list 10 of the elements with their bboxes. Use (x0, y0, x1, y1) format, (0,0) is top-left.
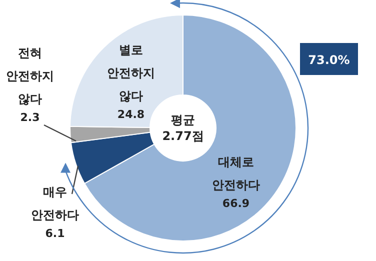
slice-label: 대체로 안전하다 (212, 155, 260, 192)
slice-label: 전혀 안전하지 않다 (6, 46, 54, 106)
slice-label: 별로 안전하지 않다 (107, 43, 155, 103)
text: 73.0% (308, 53, 350, 67)
data-label: 2.3 (20, 111, 40, 124)
data-label: 66.9 (222, 197, 250, 210)
data-label: 24.8 (117, 108, 145, 121)
text: 평균 2.77점 (162, 113, 204, 143)
data-label: 6.1 (45, 227, 65, 240)
slice-label: 매우 안전하다 (31, 185, 79, 222)
